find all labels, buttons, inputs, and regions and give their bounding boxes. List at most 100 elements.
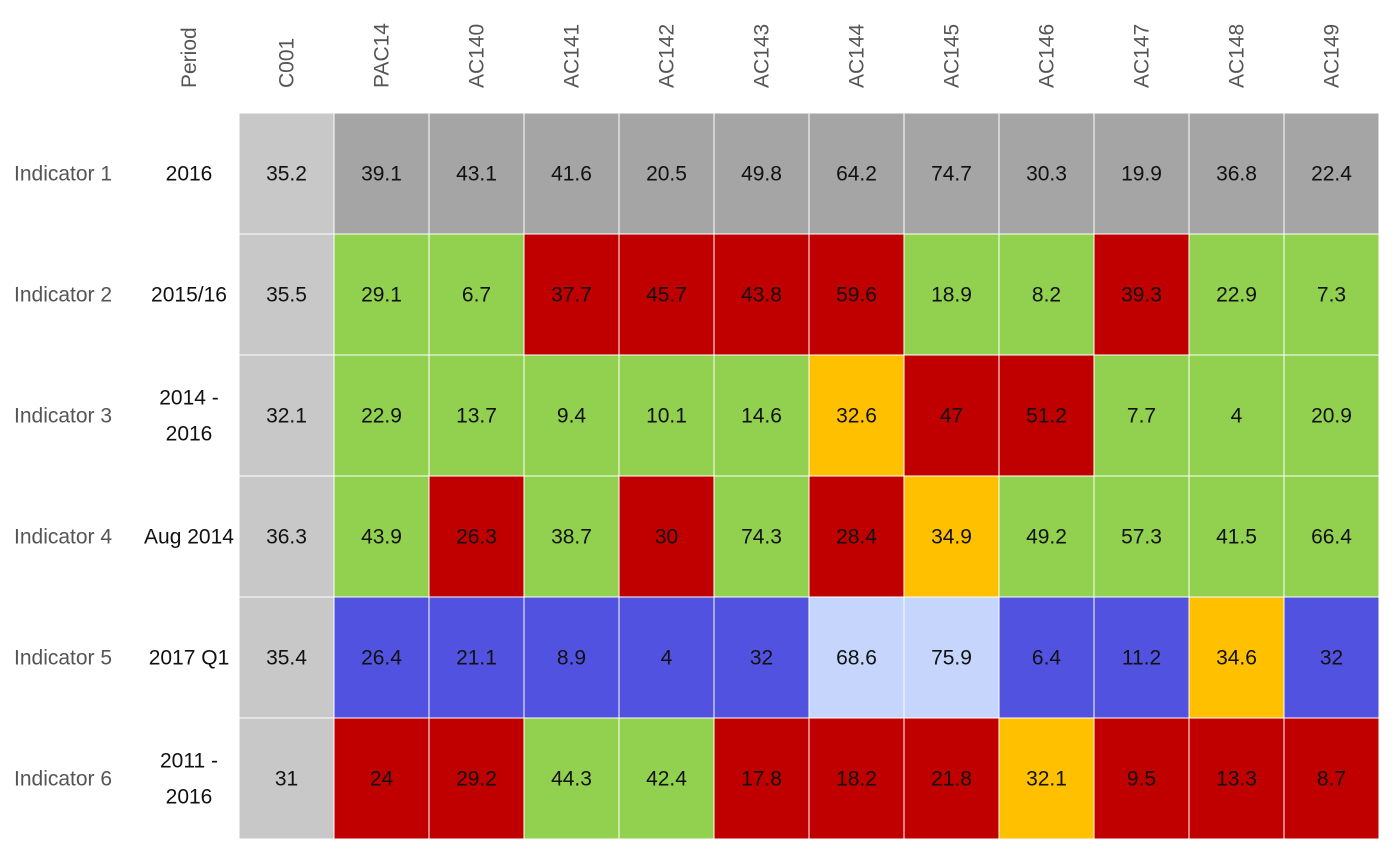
cell-value-label: 4 xyxy=(661,647,673,670)
row-label-indicator-3: Indicator 3 xyxy=(14,405,112,428)
cell-value-label: 32 xyxy=(1320,647,1343,670)
period-label-row-6: 2016 xyxy=(166,786,213,809)
heatmap-cell xyxy=(808,717,905,840)
period-label-row-6: 2011 - xyxy=(160,750,218,773)
column-header-ac147: AC147 xyxy=(1131,24,1154,88)
heatmap-cell xyxy=(1188,475,1285,598)
cell-value-label: 8.7 xyxy=(1317,768,1346,791)
heatmap-cell xyxy=(238,112,335,235)
heatmap-cell xyxy=(523,233,620,356)
heatmap-cell xyxy=(903,717,1000,840)
heatmap-cell xyxy=(998,596,1095,719)
heatmap-cell xyxy=(428,354,525,477)
cell-value-label: 34.6 xyxy=(1216,647,1257,670)
cell-value-label: 9.5 xyxy=(1127,768,1156,791)
cell-value-label: 49.8 xyxy=(741,163,782,186)
heatmap-cell xyxy=(523,475,620,598)
heatmap-cell xyxy=(428,475,525,598)
column-header-ac143: AC143 xyxy=(751,24,774,88)
cell-value-label: 35.5 xyxy=(266,284,307,307)
cell-value-label: 7.7 xyxy=(1127,405,1156,428)
heatmap-cell xyxy=(1188,233,1285,356)
heatmap-cell xyxy=(1093,717,1190,840)
cell-value-label: 18.9 xyxy=(931,284,972,307)
cell-value-label: 8.2 xyxy=(1032,284,1061,307)
heatmap-cell xyxy=(713,717,810,840)
heatmap-cell xyxy=(1093,112,1190,235)
heatmap-cell xyxy=(1283,354,1380,477)
cell-value-label: 10.1 xyxy=(646,405,687,428)
heatmap-cell xyxy=(1283,717,1380,840)
period-label-row-5: 2017 Q1 xyxy=(149,647,230,670)
heatmap-cell xyxy=(618,233,715,356)
cell-value-label: 22.9 xyxy=(1216,284,1257,307)
heatmap-cell xyxy=(238,354,335,477)
period-label-row-3: 2014 - xyxy=(159,387,219,410)
cell-value-label: 17.8 xyxy=(741,768,782,791)
cell-value-label: 11.2 xyxy=(1122,647,1161,670)
heatmap-cells: 35.2 39.1 43.1 41.6 20.5 49.8 64.2 74.7 30.3 19.9… xyxy=(238,112,1380,840)
column-header-ac145: AC145 xyxy=(941,24,964,88)
row-label-indicator-6: Indicator 6 xyxy=(14,768,112,791)
cell-value-label: 68.6 xyxy=(836,647,877,670)
heatmap-cell xyxy=(333,233,430,356)
cell-value-label: 41.6 xyxy=(551,163,592,186)
cell-value-label: 74.7 xyxy=(931,163,972,186)
heatmap-cell xyxy=(428,596,525,719)
heatmap-cell xyxy=(1093,475,1190,598)
cell-value-label: 64.2 xyxy=(836,163,877,186)
cell-value-label: 39.3 xyxy=(1121,284,1162,307)
row-label-indicator-5: Indicator 5 xyxy=(14,647,112,670)
cell-value-label: 26.4 xyxy=(361,647,402,670)
heatmap-cell xyxy=(523,112,620,235)
period-label-row-3: 2016 xyxy=(166,423,213,446)
column-header-ac144: AC144 xyxy=(846,23,869,88)
cell-value-label: 13.7 xyxy=(456,405,497,428)
column-header-ac142: AC142 xyxy=(656,24,679,88)
heatmap-cell xyxy=(1093,233,1190,356)
cell-value-label: 6.7 xyxy=(462,284,491,307)
heatmap-cell xyxy=(998,717,1095,840)
row-label-indicator-2: Indicator 2 xyxy=(14,284,112,307)
cell-value-label: 34.9 xyxy=(931,526,972,549)
heatmap-cell xyxy=(238,475,335,598)
cell-value-label: 35.4 xyxy=(266,647,307,670)
cell-value-label: 6.4 xyxy=(1032,647,1062,670)
cell-value-label: 31 xyxy=(275,768,298,791)
cell-value-label: 59.6 xyxy=(836,284,877,307)
cell-value-label: 28.4 xyxy=(836,526,877,549)
column-header-ac140: AC140 xyxy=(466,24,489,88)
cell-value-label: 43.8 xyxy=(741,284,782,307)
heatmap-cell xyxy=(713,596,810,719)
heatmap-cell xyxy=(903,112,1000,235)
cell-value-label: 13.3 xyxy=(1216,768,1257,791)
column-header-ac146: AC146 xyxy=(1036,24,1059,88)
cell-value-label: 44.3 xyxy=(551,768,592,791)
heatmap-cell xyxy=(1188,596,1285,719)
cell-value-label: 21.8 xyxy=(931,768,972,791)
heatmap-cell xyxy=(1283,475,1380,598)
cell-value-label: 22.9 xyxy=(361,405,402,428)
cell-value-label: 30 xyxy=(655,526,678,549)
cell-value-label: 20.9 xyxy=(1311,405,1352,428)
cell-value-label: 51.2 xyxy=(1026,405,1067,428)
heatmap-cell xyxy=(333,475,430,598)
period-label-row-1: 2016 xyxy=(166,163,213,186)
heatmap-cell xyxy=(1283,233,1380,356)
cell-value-label: 66.4 xyxy=(1311,526,1352,549)
cell-value-label: 22.4 xyxy=(1311,163,1352,186)
cell-value-label: 29.1 xyxy=(361,284,402,307)
cell-value-label: 32.1 xyxy=(266,405,307,428)
cell-value-label: 45.7 xyxy=(646,284,687,307)
heatmap-cell xyxy=(1283,112,1380,235)
cell-value-label: 32 xyxy=(750,647,773,670)
column-header-ac148: AC148 xyxy=(1226,24,1249,88)
heatmap-cell xyxy=(333,596,430,719)
cell-value-label: 19.9 xyxy=(1121,163,1162,186)
cell-value-label: 4 xyxy=(1231,405,1243,428)
cell-value-label: 26.3 xyxy=(456,526,497,549)
heatmap-cell xyxy=(333,112,430,235)
row-labels: Indicator 1 2016 Indicator 2 2015/16 Indicat… xyxy=(14,163,234,809)
cell-value-label: 29.2 xyxy=(456,768,497,791)
cell-value-label: 30.3 xyxy=(1026,163,1067,186)
